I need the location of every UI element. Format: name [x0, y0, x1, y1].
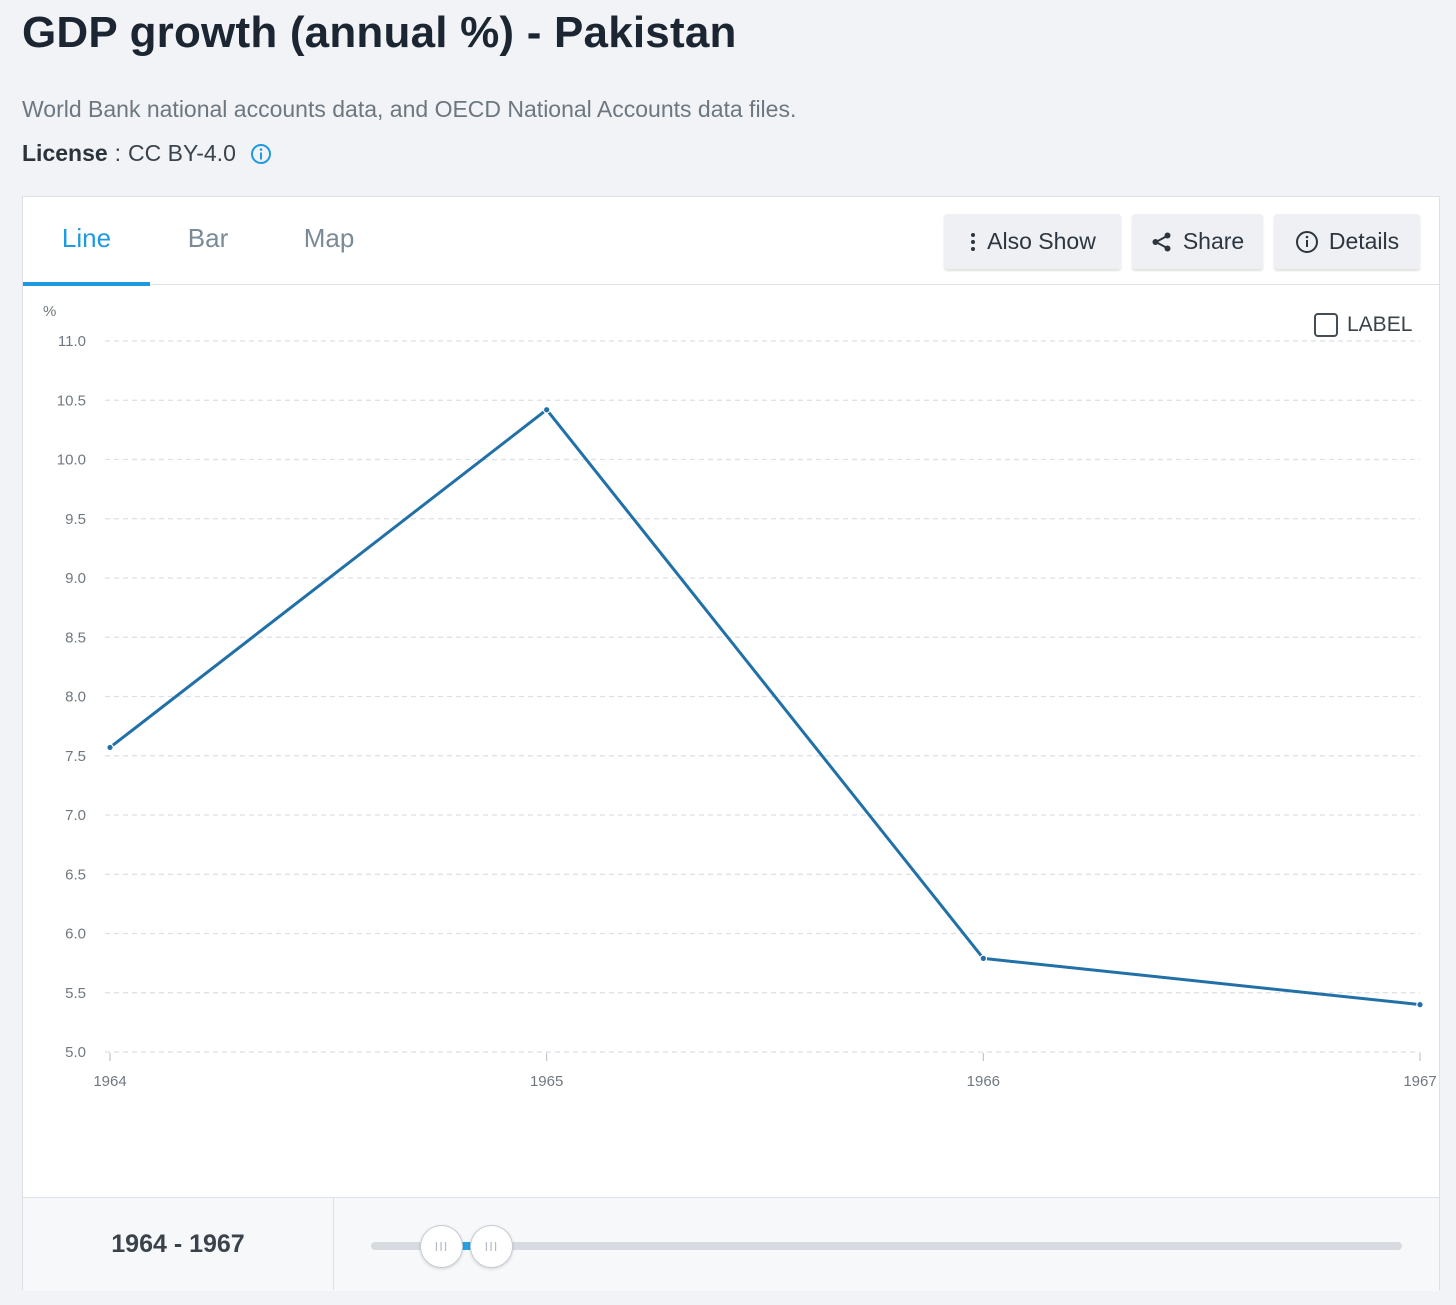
- share-button[interactable]: Share: [1132, 214, 1263, 269]
- y-tick-label: 8.0: [65, 689, 86, 706]
- y-tick-label: 5.5: [65, 985, 86, 1002]
- details-label: Details: [1328, 228, 1400, 254]
- y-tick-label: 9.0: [65, 570, 86, 587]
- y-tick-label: 10.5: [57, 392, 86, 409]
- y-axis-label: %: [43, 303, 56, 320]
- tab-bar[interactable]: Bar: [187, 223, 229, 253]
- y-tick-label: 10.0: [57, 452, 86, 469]
- y-tick-label: 5.0: [65, 1044, 86, 1061]
- also-show-button[interactable]: Also Show: [944, 214, 1121, 269]
- y-tick-label: 9.5: [65, 511, 86, 528]
- range-handle-start[interactable]: III: [420, 1225, 463, 1268]
- details-button[interactable]: Details: [1274, 214, 1420, 269]
- label-checkbox[interactable]: [1314, 313, 1338, 337]
- label-toggle[interactable]: LABEL: [1314, 313, 1412, 337]
- license-line: License : CC BY-4.0: [22, 140, 272, 167]
- range-footer: 1964 - 1967 III III: [23, 1197, 1439, 1291]
- year-range-label: 1964 - 1967: [23, 1198, 334, 1290]
- also-show-label: Also Show: [987, 228, 1096, 254]
- data-point[interactable]: [1416, 1000, 1424, 1009]
- x-tick-label: 1966: [967, 1073, 1000, 1090]
- data-point[interactable]: [979, 954, 988, 963]
- info-circle-icon: [1295, 230, 1318, 253]
- tab-map[interactable]: Map: [303, 223, 355, 253]
- data-point[interactable]: [542, 405, 551, 414]
- y-tick-label: 6.0: [65, 926, 86, 943]
- info-icon[interactable]: [250, 143, 272, 165]
- y-tick-label: 11.0: [58, 333, 86, 350]
- license-key: License: [22, 140, 108, 166]
- range-slider-fill: [442, 1242, 492, 1250]
- x-tick-label: 1965: [530, 1073, 563, 1090]
- license-separator: :: [114, 140, 122, 166]
- label-toggle-text: LABEL: [1347, 313, 1413, 336]
- share-icon: [1152, 232, 1171, 251]
- line-chart: % 5.0 5.5 6.0 6.5 7.0 7.5 8.0 8.5 9.0 9.5 10.0 10.5…: [43, 303, 1437, 1090]
- source-note: World Bank national accounts data, and O…: [22, 96, 797, 122]
- range-handle-end[interactable]: III: [470, 1225, 513, 1268]
- y-tick-label: 7.0: [65, 807, 86, 824]
- page-title: GDP growth (annual %) - Pakistan: [22, 8, 737, 57]
- x-tick-label: 1964: [93, 1073, 126, 1090]
- share-label: Share: [1182, 228, 1245, 254]
- tab-line[interactable]: Line: [23, 197, 150, 286]
- range-slider-track[interactable]: [371, 1242, 1402, 1250]
- y-tick-label: 6.5: [65, 866, 86, 883]
- y-tick-label: 7.5: [65, 748, 86, 765]
- license-value: CC BY-4.0: [128, 140, 236, 166]
- more-vertical-icon: [971, 232, 976, 251]
- y-tick-label: 8.5: [65, 629, 86, 646]
- series-line: [109, 408, 1421, 1007]
- chart-card: Line Bar Map Also Show Share Details: [22, 196, 1440, 1291]
- chart-tabbar: Line Bar Map Also Show Share Details: [23, 197, 1439, 286]
- x-tick-label: 1967: [1403, 1073, 1436, 1090]
- data-point[interactable]: [106, 743, 114, 752]
